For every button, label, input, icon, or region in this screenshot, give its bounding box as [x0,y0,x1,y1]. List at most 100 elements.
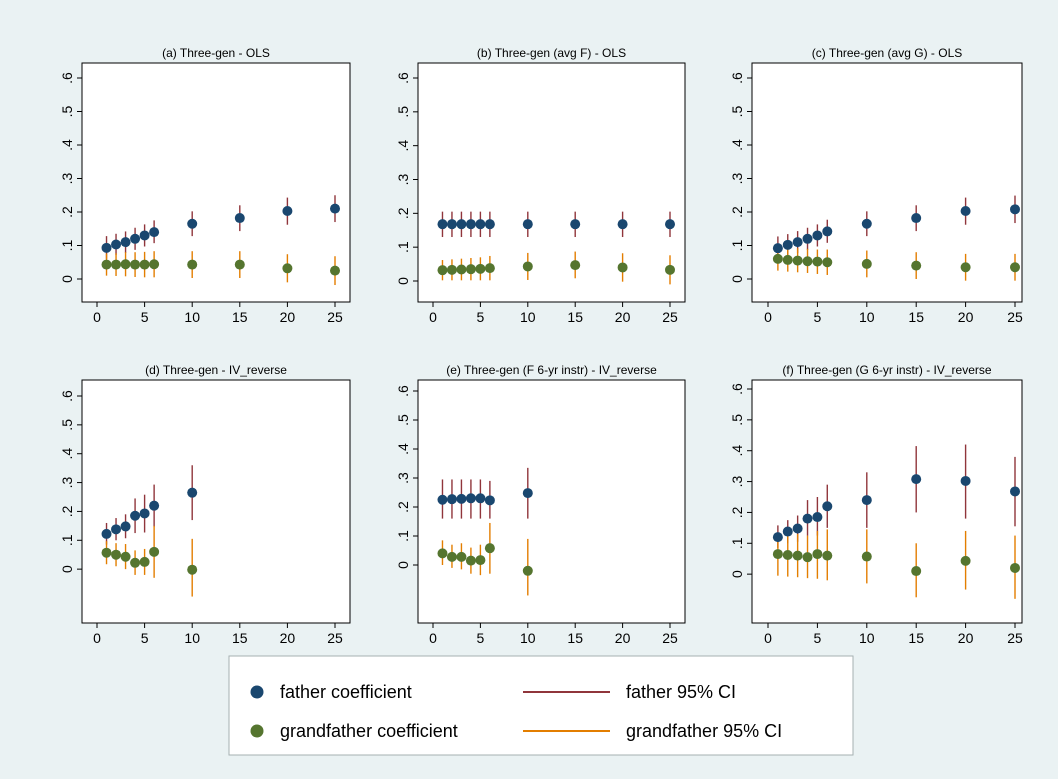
father-coef-point [475,219,486,230]
father-coef-point [465,219,476,230]
x-tick-label: 20 [280,309,296,325]
grandfather-coef-point [911,260,922,271]
father-coef-point [149,500,160,511]
father-coef-point [111,524,122,535]
father-coef-point [911,474,922,485]
grandfather-coef-point [120,259,131,270]
y-tick-label: 0 [729,570,745,578]
x-tick-label: 25 [327,309,343,325]
y-tick-label: .1 [395,530,411,542]
x-tick-label: 10 [184,309,200,325]
x-tick-label: 0 [93,309,101,325]
x-tick-label: 25 [662,309,678,325]
x-tick-label: 10 [520,309,536,325]
father-coef-point [802,233,813,244]
father-coef-point [522,488,533,499]
grandfather-coef-point [187,259,198,270]
grandfather-coef-point [1010,562,1020,573]
panel-title: (d) Three-gen - IV_reverse [145,363,287,377]
legend-father-coef-label: father coefficient [280,682,412,702]
x-tick-label: 20 [958,309,974,325]
x-tick-label: 15 [908,630,924,646]
grandfather-coef-point [772,253,783,264]
x-tick-label: 5 [141,309,149,325]
grandfather-coef-point [484,263,495,274]
panel-title: (b) Three-gen (avg F) - OLS [477,46,626,60]
grandfather-coef-point [802,256,813,267]
y-tick-label: .1 [59,239,75,251]
y-tick-label: .6 [729,72,745,84]
father-coef-point [475,493,486,504]
grandfather-coef-point [960,262,971,273]
x-tick-label: 0 [93,630,101,646]
father-coef-point [792,523,803,534]
x-tick-label: 5 [141,630,149,646]
father-coef-point [522,219,533,230]
father-coef-point [456,219,467,230]
plot-area [751,379,1023,624]
grandfather-coef-point [960,555,971,566]
father-coef-point [446,494,457,505]
grandfather-coef-point [465,555,476,566]
panel-c: (c) Three-gen (avg G) - OLS 0 5 10 15 20 25 0 .1… [729,46,1023,325]
father-coef-point [822,226,833,237]
panel-title: (c) Three-gen (avg G) - OLS [812,46,963,60]
grandfather-coef-point [111,259,122,270]
y-tick-label: .4 [59,139,75,151]
father-coef-point [812,512,823,523]
father-coef-point [484,219,495,230]
grandfather-coef-point [465,264,476,275]
father-coef-point [282,205,293,216]
father-coef-point [484,495,495,506]
grandfather-coef-point [475,555,486,566]
panel-f: (f) Three-gen (G 6-yr instr) - IV_revers… [729,363,1023,646]
legend: father coefficient grandfather coefficie… [228,655,854,756]
y-tick-label: .3 [729,172,745,184]
grandfather-coef-point [822,257,833,268]
father-coef-point [792,237,803,248]
grandfather-coef-point [911,566,922,577]
father-coef-point [802,513,813,524]
plot-area [751,62,1023,303]
father-coef-point [234,213,245,224]
x-tick-label: 15 [232,630,248,646]
x-tick-label: 10 [184,630,200,646]
y-tick-label: .1 [729,239,745,251]
x-tick-label: 10 [520,630,536,646]
father-coef-point [861,495,872,506]
legend-grandfather-ci-label: grandfather 95% CI [626,721,782,741]
grandfather-coef-point [187,564,198,575]
grandfather-coef-point [782,550,793,561]
y-tick-label: .2 [395,501,411,513]
grandfather-coef-point [101,259,112,270]
grandfather-coef-point [456,551,467,562]
y-tick-label: .3 [59,477,75,489]
grandfather-coef-point [282,263,293,274]
y-tick-label: .6 [59,72,75,84]
father-coef-point [782,239,793,250]
grandfather-coef-point [802,552,813,563]
panels-group: (a) Three-gen - OLS 0 5 10 15 20 25 0 .1 .2 .3 .4 .5… [59,46,1023,646]
grandfather-coef-point [475,263,486,274]
grandfather-coef-point [234,259,245,270]
y-tick-label: 0 [59,565,75,573]
grandfather-coef-point [149,259,160,270]
father-coef-point [570,219,581,230]
y-tick-label: .1 [729,537,745,549]
y-tick-label: .5 [395,414,411,426]
x-tick-label: 20 [615,630,631,646]
grandfather-coef-point [792,550,803,561]
y-tick-label: 0 [395,277,411,285]
x-tick-label: 5 [814,309,822,325]
grandfather-coef-point [139,259,150,270]
panel-title: (a) Three-gen - OLS [162,46,270,60]
legend-grandfather-coef-marker [250,724,264,738]
grandfather-coef-point [1010,262,1020,273]
father-coef-point [822,501,833,512]
x-tick-label: 15 [567,630,583,646]
grandfather-coef-point [437,265,448,276]
father-coef-point [812,230,823,241]
y-tick-label: 0 [59,275,75,283]
y-tick-label: .5 [59,419,75,431]
